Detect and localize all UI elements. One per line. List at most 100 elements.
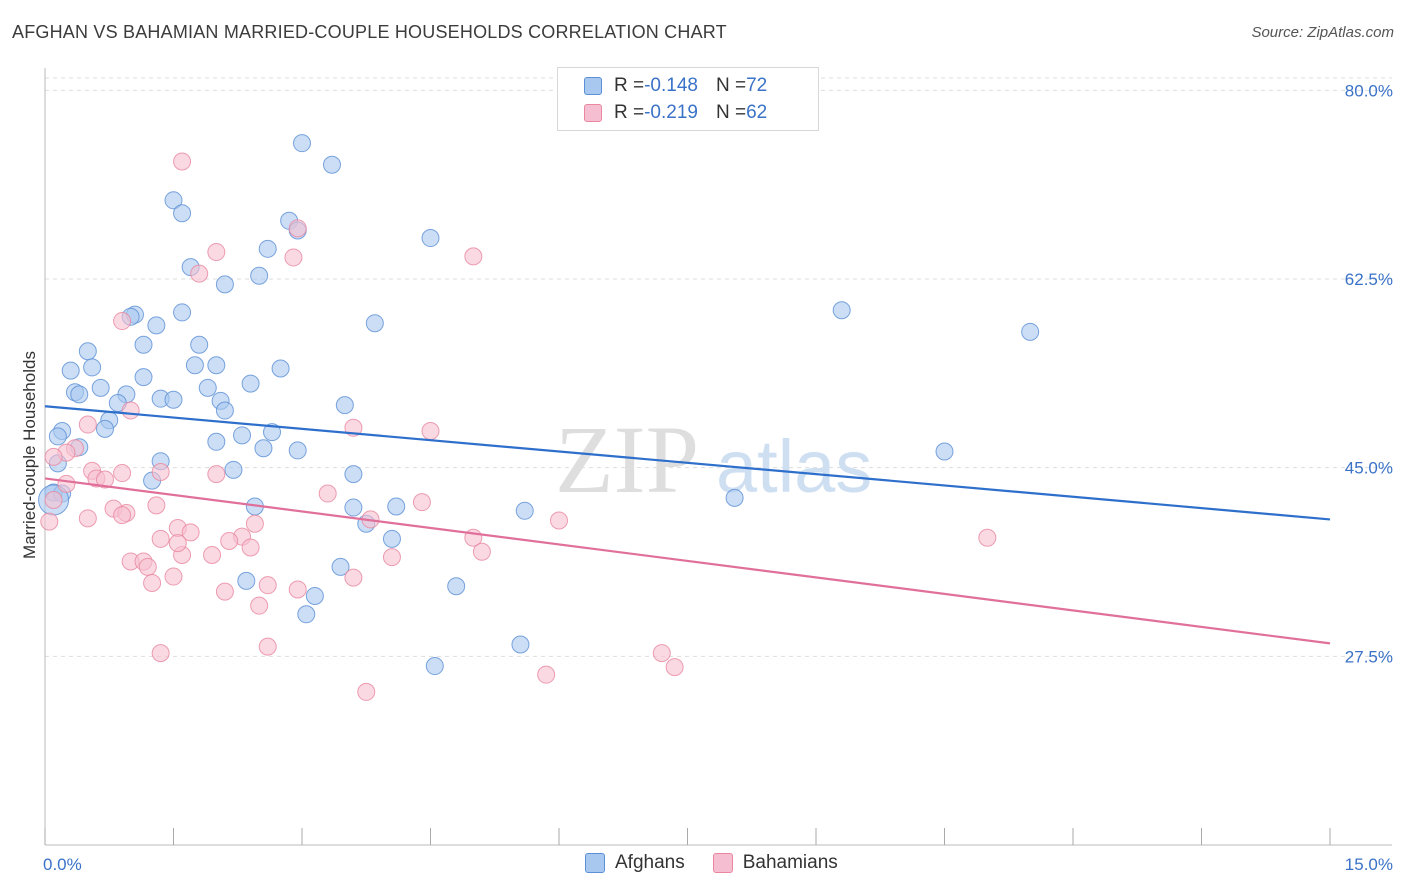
- bahamians-point: [288, 580, 307, 599]
- bahamians-point: [288, 219, 307, 238]
- x-tick-label: 15.0%: [1345, 855, 1393, 874]
- bahamians-point: [95, 470, 114, 489]
- bahamians-point: [113, 312, 132, 331]
- bahamians-point: [168, 534, 187, 553]
- bahamians-point: [151, 462, 170, 481]
- legend-label-bahamians: Bahamians: [742, 852, 838, 873]
- x-tick-label: 0.0%: [43, 855, 82, 874]
- afghans-point: [305, 586, 324, 605]
- afghans-point: [147, 316, 166, 335]
- watermark: ZIP atlas: [555, 406, 872, 513]
- afghans-point: [185, 356, 204, 375]
- watermark-zip: ZIP: [555, 406, 699, 513]
- legend-n-value-afghans: 72: [746, 75, 768, 96]
- bahamians-point: [40, 512, 59, 531]
- bahamians-point: [143, 574, 162, 593]
- bahamians-point: [44, 447, 63, 466]
- afghans-point: [421, 229, 440, 248]
- afghans-point: [190, 335, 209, 354]
- legend-label-afghans: Afghans: [615, 852, 685, 873]
- bahamians-point: [113, 464, 132, 483]
- legend-r-label: R =: [614, 102, 645, 123]
- bahamians-point: [113, 506, 132, 525]
- series-afghans: [38, 134, 1040, 676]
- afghans-point: [173, 204, 192, 223]
- bahamians-point: [978, 528, 997, 547]
- bahamians-point: [652, 644, 671, 663]
- afghans-point: [1021, 322, 1040, 341]
- bahamians-point: [207, 465, 226, 484]
- legend-row-afghans: R = -0.148 N = 72: [584, 74, 767, 98]
- bahamians-point: [215, 582, 234, 601]
- afghans-point: [215, 275, 234, 294]
- bahamians-point: [412, 493, 431, 512]
- trend-line-bahamians: [44, 477, 1331, 645]
- afghans-point: [241, 374, 260, 393]
- bahamians-point: [284, 248, 303, 267]
- bahamians-point: [258, 576, 277, 595]
- afghans-point: [725, 488, 744, 507]
- afghans-point: [344, 465, 363, 484]
- bahamians-point: [421, 422, 440, 441]
- bahamians-point: [318, 484, 337, 503]
- afghans-point: [48, 427, 67, 446]
- afghans-point: [331, 557, 350, 576]
- afghans-point: [288, 441, 307, 460]
- bahamians-point: [245, 514, 264, 533]
- bahamians-point: [78, 415, 97, 434]
- afghans-point: [207, 432, 226, 451]
- y-tick-label: 27.5%: [1345, 647, 1393, 666]
- afghans-point: [935, 442, 954, 461]
- afghans-point: [61, 361, 80, 380]
- afghans-point: [425, 657, 444, 676]
- afghans-point: [322, 155, 341, 174]
- bahamians-point: [220, 531, 239, 550]
- legend-swatch-bahamians: [584, 104, 602, 122]
- bahamians-point: [207, 243, 226, 262]
- afghans-point: [254, 439, 273, 458]
- afghans-point: [344, 498, 363, 517]
- bahamians-point: [472, 542, 491, 561]
- series-legend: Afghans Bahamians: [585, 852, 866, 874]
- afghans-point: [70, 385, 89, 404]
- source-label: Source: ZipAtlas.com: [1251, 24, 1394, 41]
- tick-labels: 27.5% 45.0% 62.5% 80.0% 0.0% 15.0%: [43, 81, 1393, 874]
- trend-lines: [44, 405, 1331, 645]
- bahamians-point: [57, 474, 76, 493]
- bahamians-point: [151, 644, 170, 663]
- afghans-point: [215, 401, 234, 420]
- afghans-point: [258, 239, 277, 258]
- legend-n-value-bahamians: 62: [746, 102, 768, 123]
- bahamians-point: [665, 658, 684, 677]
- legend-swatch-afghans: [585, 853, 605, 873]
- afghans-point: [387, 497, 406, 516]
- afghans-point: [83, 358, 102, 377]
- afghans-point: [198, 378, 217, 397]
- afghans-point: [250, 266, 269, 285]
- afghans-point: [297, 605, 316, 624]
- legend-item-bahamians[interactable]: Bahamians: [712, 852, 838, 874]
- legend-r-value-afghans: -0.148: [644, 75, 698, 96]
- bahamians-point: [537, 665, 556, 684]
- afghans-point: [515, 501, 534, 520]
- bahamians-point: [258, 637, 277, 656]
- afghans-point: [832, 301, 851, 320]
- bahamians-point: [344, 568, 363, 587]
- bahamians-point: [181, 523, 200, 542]
- y-tick-label: 45.0%: [1345, 459, 1393, 478]
- bahamians-point: [44, 491, 63, 510]
- afghans-point: [164, 191, 183, 210]
- afghans-point: [511, 635, 530, 654]
- legend-swatch-afghans: [584, 77, 602, 95]
- bahamians-point: [138, 557, 157, 576]
- bahamians-point: [550, 511, 568, 530]
- bahamians-point: [164, 567, 183, 586]
- afghans-point: [173, 303, 192, 322]
- afghans-point: [207, 356, 226, 375]
- legend-item-afghans[interactable]: Afghans: [585, 852, 685, 874]
- afghans-point: [365, 314, 384, 333]
- grid-layer: [45, 77, 1392, 657]
- afghans-point: [164, 390, 183, 409]
- afghans-point: [91, 378, 110, 397]
